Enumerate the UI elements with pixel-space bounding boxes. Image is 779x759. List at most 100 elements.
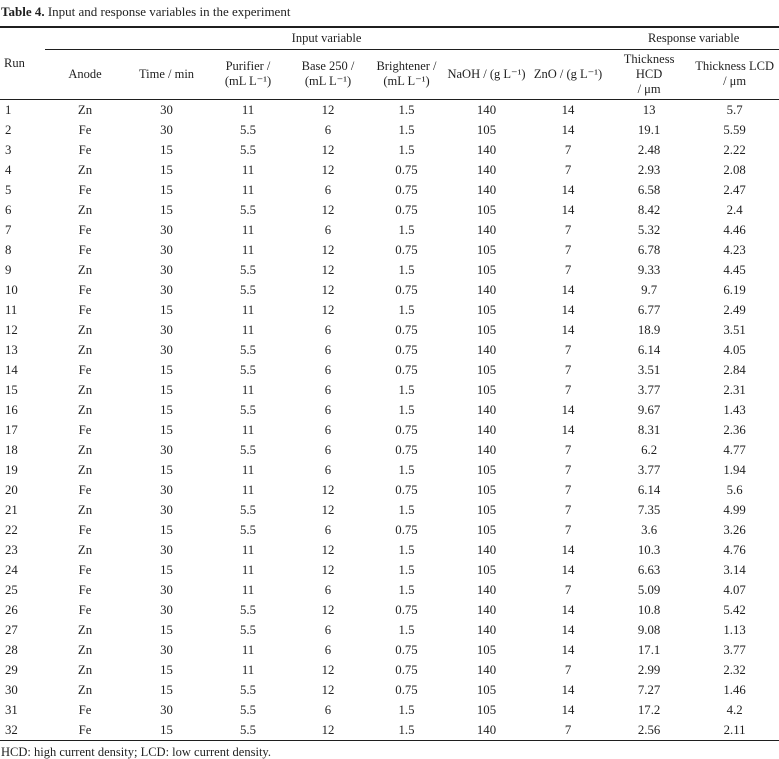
data-cell: 6.14 bbox=[637, 342, 661, 357]
table-footnote: HCD: high current density; LCD: low curr… bbox=[0, 741, 779, 759]
data-cell: 4.07 bbox=[723, 582, 746, 597]
data-cell: 14 bbox=[561, 562, 575, 577]
data-cell: 12 bbox=[321, 482, 335, 497]
data-cell: 1.5 bbox=[398, 702, 415, 717]
run-cell: 9 bbox=[5, 262, 12, 277]
data-cell: 30 bbox=[160, 702, 173, 717]
experiment-data-table: Run Input variable Response variable Ano… bbox=[0, 26, 779, 741]
data-cell: 11 bbox=[241, 102, 255, 117]
run-cell: 32 bbox=[0, 719, 45, 741]
run-cell: 27 bbox=[5, 622, 18, 637]
data-cell: 7 bbox=[564, 382, 572, 397]
data-cell: 105 bbox=[476, 302, 497, 317]
data-cell: 5.5 bbox=[240, 402, 256, 417]
data-cell: 7 bbox=[564, 342, 572, 357]
data-cell: 5.5 bbox=[240, 342, 256, 357]
data-cell: 12 bbox=[321, 282, 335, 297]
data-cell: Fe bbox=[78, 142, 92, 157]
table-row: 29 Zn 15 11 12 0.75 140 7 2.99 2.32 bbox=[0, 660, 779, 680]
data-cell: 2.4 bbox=[726, 202, 743, 217]
data-cell: 5.5 bbox=[240, 682, 256, 697]
data-cell: 2.11 bbox=[690, 719, 779, 741]
data-cell: 0.75 bbox=[395, 242, 418, 257]
data-cell: 8.42 bbox=[637, 202, 661, 217]
data-cell: Fe bbox=[78, 602, 92, 617]
data-cell: 2.93 bbox=[637, 162, 661, 177]
data-cell: 6.19 bbox=[723, 282, 746, 297]
data-cell: 2.22 bbox=[723, 142, 746, 157]
data-cell: 18.9 bbox=[637, 322, 661, 337]
data-cell: 15 bbox=[160, 142, 173, 157]
data-cell: 30 bbox=[160, 582, 173, 597]
data-cell: 105 bbox=[476, 522, 497, 537]
data-cell: 7 bbox=[564, 522, 572, 537]
run-cell: 13 bbox=[5, 342, 18, 357]
data-cell: 105 bbox=[476, 242, 497, 257]
data-cell: 14 bbox=[561, 702, 575, 717]
data-cell: 3.51 bbox=[723, 322, 746, 337]
data-cell: 6 bbox=[324, 122, 332, 137]
data-cell: 1.5 bbox=[398, 382, 415, 397]
column-header-anode: Anode bbox=[45, 49, 125, 100]
run-cell: 14 bbox=[5, 362, 18, 377]
data-cell: 1.43 bbox=[723, 402, 746, 417]
data-cell: 1.5 bbox=[398, 502, 415, 517]
data-cell: 140 bbox=[476, 442, 497, 457]
data-cell: 14 bbox=[561, 102, 575, 117]
run-cell: 22 bbox=[5, 522, 18, 537]
data-cell: Zn bbox=[77, 502, 93, 517]
data-cell: 1.5 bbox=[398, 462, 415, 477]
data-cell: 105 bbox=[476, 362, 497, 377]
data-cell: 30 bbox=[160, 122, 173, 137]
data-cell: 140 bbox=[445, 719, 528, 741]
run-cell: 6 bbox=[5, 202, 12, 217]
data-cell: 4.99 bbox=[723, 502, 746, 517]
data-cell: Fe bbox=[78, 482, 92, 497]
data-cell: 11 bbox=[241, 482, 255, 497]
data-cell: 15 bbox=[160, 662, 173, 677]
column-header-brightener: Brightener / (mL L⁻¹) bbox=[368, 49, 445, 100]
data-cell: 6.58 bbox=[637, 182, 661, 197]
table-row: 12 Zn 30 11 6 0.75 105 14 18.9 3.51 bbox=[0, 320, 779, 340]
run-cell: 10 bbox=[5, 282, 18, 297]
data-cell: 1.5 bbox=[368, 719, 445, 741]
run-cell: 31 bbox=[5, 702, 18, 717]
data-cell: Fe bbox=[78, 522, 92, 537]
run-cell: 4 bbox=[5, 162, 12, 177]
data-cell: 7 bbox=[564, 442, 572, 457]
data-cell: 9.67 bbox=[637, 402, 661, 417]
data-cell: 14 bbox=[561, 302, 575, 317]
table-row: 24 Fe 15 11 12 1.5 105 14 6.63 3.14 bbox=[0, 560, 779, 580]
data-cell: 4.23 bbox=[723, 242, 746, 257]
data-cell: 14 bbox=[561, 682, 575, 697]
data-cell: Zn bbox=[77, 662, 93, 677]
data-cell: 1.5 bbox=[398, 302, 415, 317]
data-cell: 5.7 bbox=[726, 102, 743, 117]
data-cell: 105 bbox=[476, 322, 497, 337]
run-cell: 1 bbox=[5, 102, 12, 117]
data-cell: 3.6 bbox=[641, 522, 658, 537]
data-cell: 140 bbox=[476, 102, 497, 117]
data-cell: 14 bbox=[561, 182, 575, 197]
data-cell: 14 bbox=[561, 542, 575, 557]
column-header-time: Time / min bbox=[125, 49, 208, 100]
data-cell: Fe bbox=[78, 562, 92, 577]
table-row: 23 Zn 30 11 12 1.5 140 14 10.3 4.76 bbox=[0, 540, 779, 560]
data-cell: 7 bbox=[564, 582, 572, 597]
data-cell: 30 bbox=[160, 102, 173, 117]
data-cell: 11 bbox=[241, 562, 255, 577]
data-cell: 6 bbox=[324, 322, 332, 337]
data-cell: 7 bbox=[564, 162, 572, 177]
table-caption: Table 4. Input and response variables in… bbox=[0, 2, 779, 26]
data-cell: Fe bbox=[78, 242, 92, 257]
data-cell: 140 bbox=[476, 162, 497, 177]
data-cell: 15 bbox=[160, 462, 173, 477]
table-row: 26 Fe 30 5.5 12 0.75 140 14 10.8 5.42 bbox=[0, 600, 779, 620]
data-cell: 11 bbox=[241, 242, 255, 257]
data-cell: 3.51 bbox=[637, 362, 661, 377]
data-cell: 17.1 bbox=[637, 642, 661, 657]
data-cell: Fe bbox=[78, 222, 92, 237]
data-cell: 1.5 bbox=[398, 122, 415, 137]
run-cell: 20 bbox=[5, 482, 18, 497]
data-cell: Fe bbox=[78, 302, 92, 317]
